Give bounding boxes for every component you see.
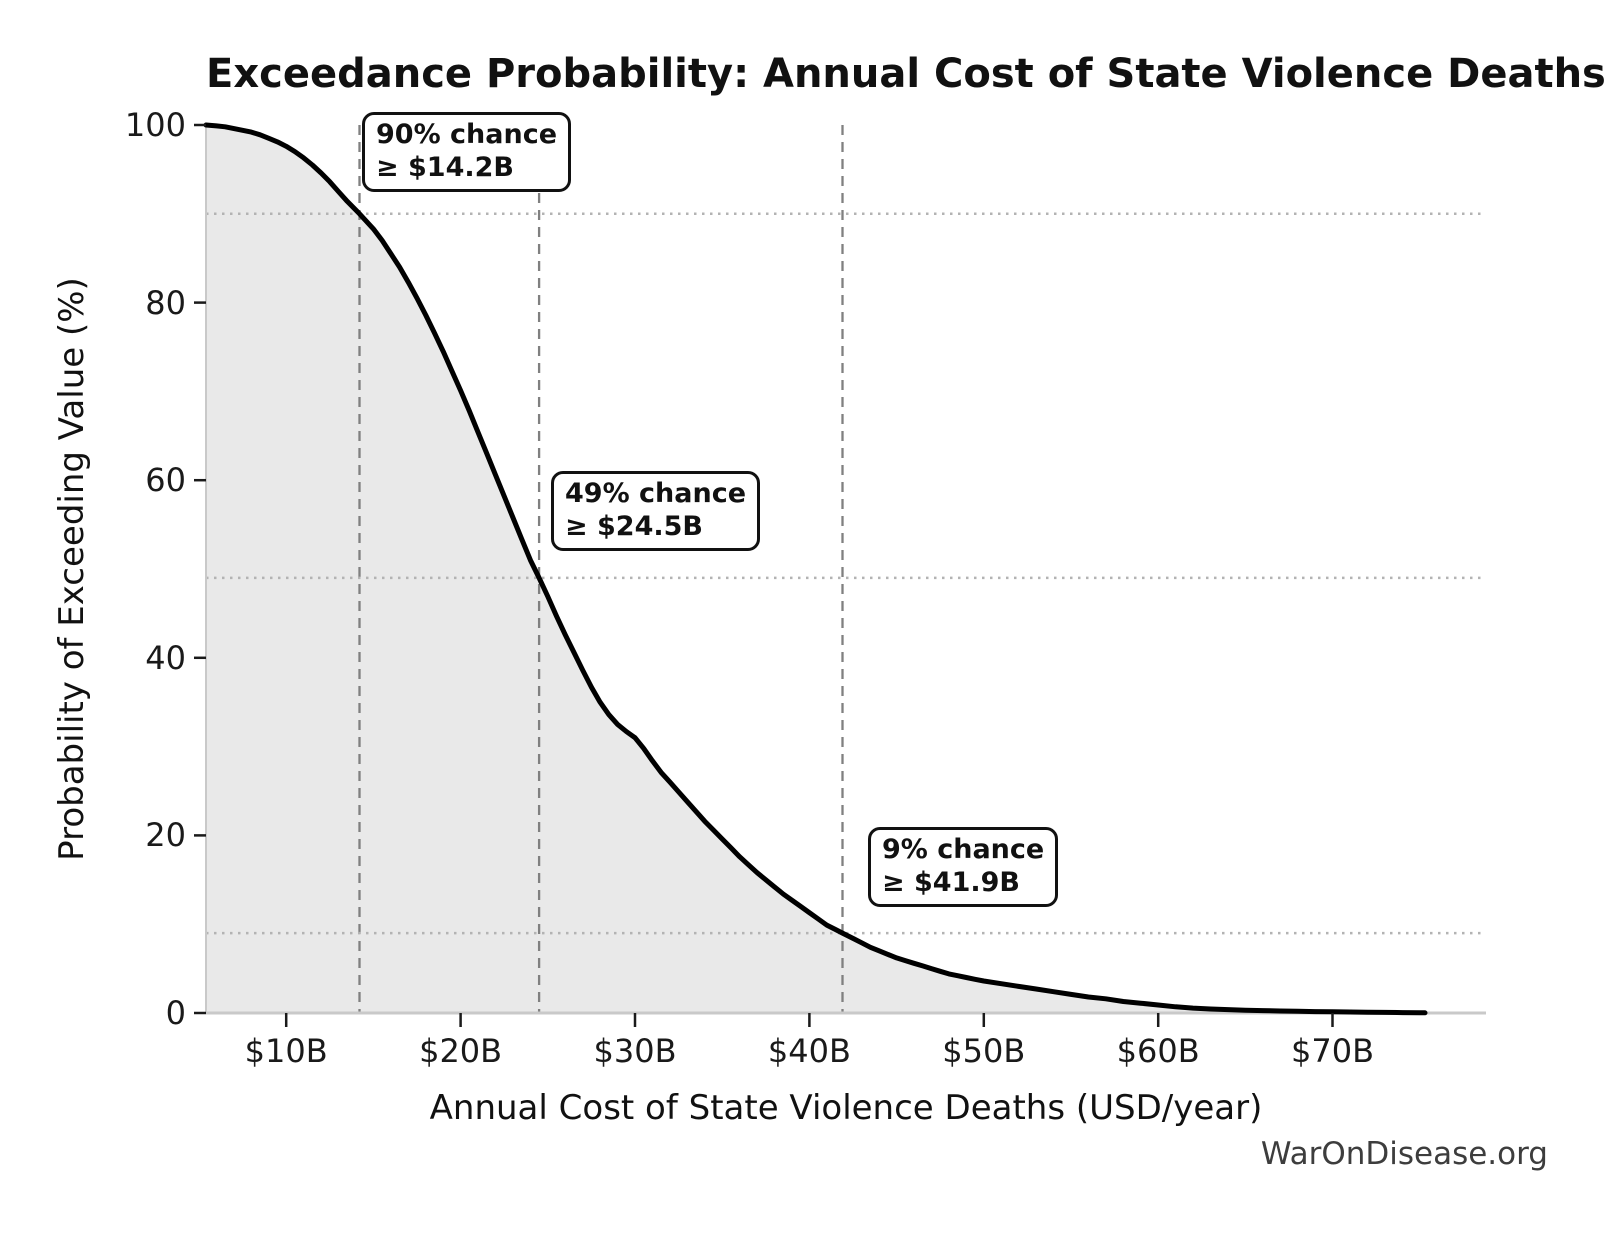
annotation-49pct: 49% chance ≥ $24.5B (551, 471, 761, 551)
x-axis-label: Annual Cost of State Violence Deaths (US… (429, 1088, 1263, 1128)
x-tick-label: $20B (419, 1032, 503, 1070)
x-tick-label: $10B (244, 1032, 328, 1070)
x-tick-label: $30B (593, 1032, 677, 1070)
area-under-curve (206, 125, 1425, 1013)
y-tick-label: 40 (145, 638, 186, 677)
annotation-9pct: 9% chance ≥ $41.9B (868, 827, 1059, 907)
x-tick-label: $60B (1116, 1032, 1200, 1070)
y-axis-label: Probability of Exceeding Value (%) (52, 277, 92, 861)
annotation-49pct-line1: 49% chance (565, 478, 747, 509)
y-tick-label: 100 (124, 106, 186, 144)
y-tick-label: 60 (145, 461, 186, 500)
exceedance-curve (203, 122, 1428, 1016)
x-tick-label: $70B (1290, 1032, 1375, 1070)
y-tick-label: 0 (165, 994, 186, 1032)
y-tick-label: 80 (145, 283, 186, 322)
annotation-90pct: 90% chance ≥ $14.2B (362, 112, 572, 192)
annotation-9pct-line1: 9% chance (882, 834, 1045, 865)
watermark-text: WarOnDisease.org (1260, 1136, 1548, 1172)
annotation-90pct-line2: ≥ $14.2B (376, 152, 515, 183)
x-tick-label: $40B (767, 1032, 851, 1070)
x-tick-label: $50B (942, 1032, 1026, 1070)
annotation-9pct-line2: ≥ $41.9B (882, 867, 1021, 898)
y-tick-label: 20 (145, 816, 186, 855)
annotation-49pct-line2: ≥ $24.5B (565, 511, 704, 542)
annotation-90pct-line1: 90% chance (376, 119, 558, 150)
chart-title: Exceedance Probability: Annual Cost of S… (206, 51, 1604, 97)
